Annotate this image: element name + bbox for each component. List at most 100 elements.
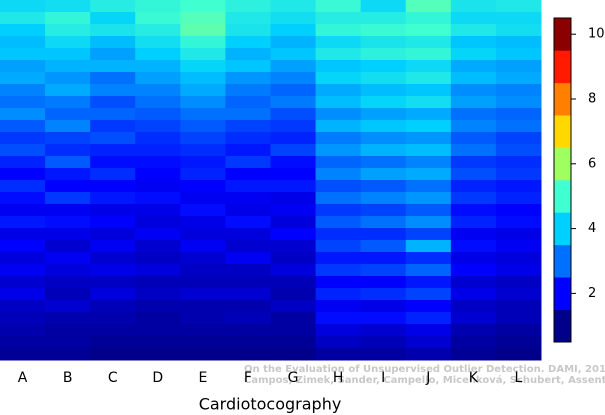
heat-cell (495, 240, 542, 253)
heat-cell (225, 144, 271, 157)
heat-cell (360, 12, 407, 25)
heat-cell (0, 180, 46, 193)
heat-cell (180, 60, 226, 73)
heat-cell (135, 240, 181, 253)
heat-cell (90, 336, 136, 349)
heat-cell (360, 312, 407, 325)
heat-cell (450, 312, 497, 325)
heat-cell (180, 120, 226, 133)
heat-cell (450, 240, 497, 253)
heat-cell (180, 336, 226, 349)
heat-cell (45, 228, 91, 241)
heat-cell (45, 24, 91, 37)
x-tick-label: I (381, 370, 385, 386)
heat-cell (270, 276, 317, 289)
heat-cell (405, 264, 452, 277)
heat-cell (360, 276, 407, 289)
heat-cell (405, 204, 452, 217)
heat-cell (360, 204, 407, 217)
heat-cell (270, 96, 317, 109)
heat-cell (180, 72, 226, 85)
heat-cell (225, 108, 271, 121)
heat-cell (225, 48, 271, 61)
heat-cell (405, 72, 452, 85)
heat-cell (0, 0, 46, 13)
heat-cell (135, 24, 181, 37)
heat-cell (225, 60, 271, 73)
heat-cell (90, 264, 136, 277)
heat-cell (180, 288, 226, 301)
heat-cell (135, 228, 181, 241)
heat-cell (405, 288, 452, 301)
heat-cell (495, 168, 542, 181)
heat-cell (495, 12, 542, 25)
heat-cell (180, 312, 226, 325)
x-tick-label: F (244, 370, 252, 386)
heat-cell (405, 24, 452, 37)
heat-cell (90, 108, 136, 121)
heat-cell (90, 12, 136, 25)
heat-cell (360, 84, 407, 97)
heat-cell (315, 36, 362, 49)
x-tick-label: A (18, 370, 28, 386)
heat-cell (360, 156, 407, 169)
heat-cell (180, 36, 226, 49)
heat-cell (135, 300, 181, 313)
heat-cell (0, 60, 46, 73)
heat-cell (135, 276, 181, 289)
heat-cell (225, 156, 271, 169)
heat-cell (360, 180, 407, 193)
heat-cell (135, 108, 181, 121)
heat-cell (225, 84, 271, 97)
heat-cell (225, 228, 271, 241)
heat-cell (315, 156, 362, 169)
heat-cell (135, 348, 181, 361)
heat-cell (90, 84, 136, 97)
heat-cell (45, 336, 91, 349)
heat-cell (315, 336, 362, 349)
heat-cell (270, 336, 317, 349)
heat-cell (45, 216, 91, 229)
heat-cell (180, 156, 226, 169)
heat-cell (135, 144, 181, 157)
heat-cell (135, 324, 181, 337)
heat-cell (315, 96, 362, 109)
heat-cell (315, 276, 362, 289)
heat-cell (360, 168, 407, 181)
heat-cell (405, 348, 452, 361)
heat-cell (0, 240, 46, 253)
heat-cell (45, 132, 91, 145)
heat-cell (270, 216, 317, 229)
heat-cell (0, 84, 46, 97)
heat-cell (315, 12, 362, 25)
heat-cell (270, 108, 317, 121)
heat-cell (90, 132, 136, 145)
heat-cell (0, 108, 46, 121)
heat-cell (270, 180, 317, 193)
heat-cell (405, 240, 452, 253)
heat-cell (450, 96, 497, 109)
heat-cell (450, 300, 497, 313)
heat-cell (405, 216, 452, 229)
heat-cell (360, 324, 407, 337)
heat-cell (315, 132, 362, 145)
heat-cell (180, 180, 226, 193)
heat-cell (45, 276, 91, 289)
heat-cell (0, 168, 46, 181)
heat-cell (405, 312, 452, 325)
heat-cell (0, 72, 46, 85)
heat-cell (360, 60, 407, 73)
heat-cell (0, 276, 46, 289)
heat-cell (495, 36, 542, 49)
heat-cell (135, 120, 181, 133)
heat-cell (90, 252, 136, 265)
heat-cell (270, 204, 317, 217)
heat-cell (315, 108, 362, 121)
x-tick-label: K (469, 370, 479, 386)
heat-cell (270, 60, 317, 73)
heat-cell (270, 72, 317, 85)
x-tick-label: E (198, 370, 207, 386)
heat-cell (225, 120, 271, 133)
heat-cell (225, 204, 271, 217)
heat-cell (405, 168, 452, 181)
